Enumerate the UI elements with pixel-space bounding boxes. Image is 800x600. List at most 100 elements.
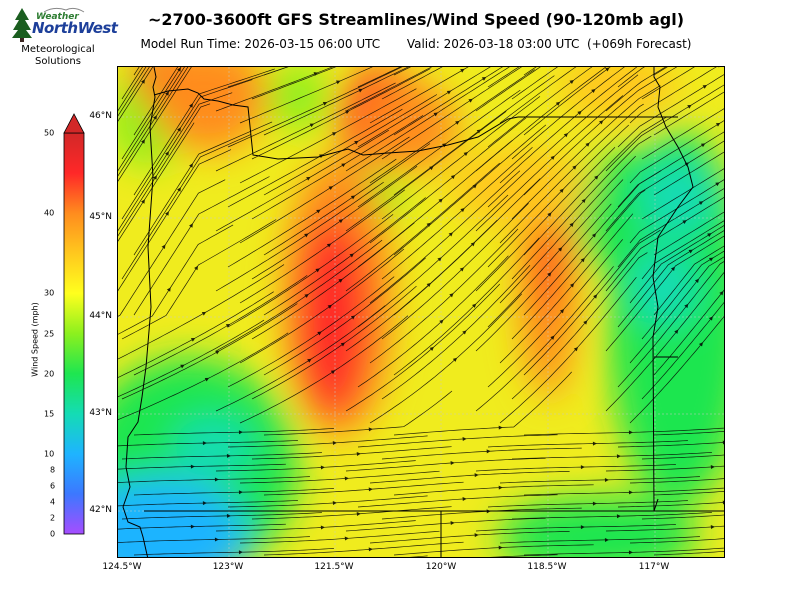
streamline [499,103,644,244]
streamline [345,283,501,412]
streamline [215,181,384,292]
streamlines [118,67,724,557]
streamline [251,165,418,280]
streamline-arrow [307,358,312,363]
streamline [133,67,179,136]
streamline [215,239,383,352]
streamline-arrow [684,303,689,309]
streamline [118,264,285,360]
streamline [511,135,652,280]
streamline [617,188,724,268]
streamline [653,245,724,316]
streamline [393,124,547,256]
streamline [499,155,636,304]
streamline [617,442,724,448]
streamline-arrow [592,441,597,446]
streamline-arrow [238,550,243,555]
streamline-arrow [327,304,333,309]
streamline [499,276,637,424]
streamline-arrow [180,364,185,369]
streamline [641,168,724,220]
state-boundaries [122,67,724,557]
streamline [499,476,700,484]
streamline [118,179,226,317]
streamline-arrow [304,233,309,238]
streamline [393,544,594,556]
colorbar-rect [63,132,85,535]
streamline [369,170,521,304]
streamline [617,230,724,328]
streamline-arrow [433,112,438,117]
streamline [511,85,661,220]
streamline [369,471,570,484]
streamline [239,470,440,484]
streamline-arrow [190,337,196,342]
streamline-arrow [455,120,460,125]
streamline [605,271,724,412]
streamline-arrow [331,132,337,136]
streamline [118,476,310,483]
streamline-arrow [604,477,609,482]
lat-label-43: 43°N [89,408,112,418]
streamline [357,139,513,268]
streamline-arrow [317,331,322,336]
streamline [381,67,522,160]
streamline [369,293,523,424]
streamline [118,67,154,122]
colorbar-tick-label: 50 [44,128,55,138]
streamline-arrow [547,272,552,277]
streamline [641,108,724,160]
streamline-arrow [165,151,169,156]
streamline-arrow [674,329,679,334]
streamline [263,143,431,256]
streamline-arrow [238,430,243,435]
streamline [345,162,500,292]
streamline [118,440,298,447]
colorbar [62,113,86,535]
chart-subtitle: Model Run Time: 2026-03-15 06:00 UTC Val… [120,37,712,51]
streamline [251,506,452,520]
valid-time-text: Valid: 2026-03-18 03:00 UTC (+069h Forec… [406,37,692,51]
streamline-arrow [569,79,574,84]
streamline [641,514,724,520]
streamline [121,219,277,340]
streamline-arrow [368,487,373,492]
streamline [345,67,433,112]
streamline-arrow [718,67,720,68]
streamline-arrow [368,427,373,432]
streamline [118,332,289,421]
colorbar-label: Wind Speed (mph) [25,302,45,376]
streamline-arrow [345,110,350,115]
streamline-arrow [572,165,577,170]
colorbar-tick-label: 30 [44,288,55,298]
streamline [490,554,558,557]
streamline-arrow [202,441,207,446]
streamline [653,431,724,436]
streamline-arrow [189,163,193,168]
streamline-arrow [569,222,574,227]
streamline [381,202,529,340]
streamline [393,75,555,196]
streamline-arrow [591,233,597,238]
map-panel[interactable] [117,66,725,558]
streamline [118,122,195,242]
streamline-arrow [313,72,319,76]
streamline-arrow [350,315,356,320]
colorbar-label-text: Wind Speed (mph) [30,302,40,377]
streamline-arrow [304,294,309,298]
streamline [227,276,395,388]
streamline [393,67,503,136]
streamline-arrow [190,464,195,469]
streamline-arrow [547,212,552,217]
streamline-arrow [670,266,675,271]
colorbar-tick-label: 2 [50,513,56,523]
streamline [263,541,464,556]
streamline [215,67,334,112]
streamline-arrow [429,166,434,171]
streamline-arrow [190,524,195,529]
streamline [121,134,251,280]
streamline-arrow [580,525,585,530]
streamline-arrow [194,265,198,271]
org-name: Meteorological Solutions [8,44,108,68]
streamline [118,67,189,177]
